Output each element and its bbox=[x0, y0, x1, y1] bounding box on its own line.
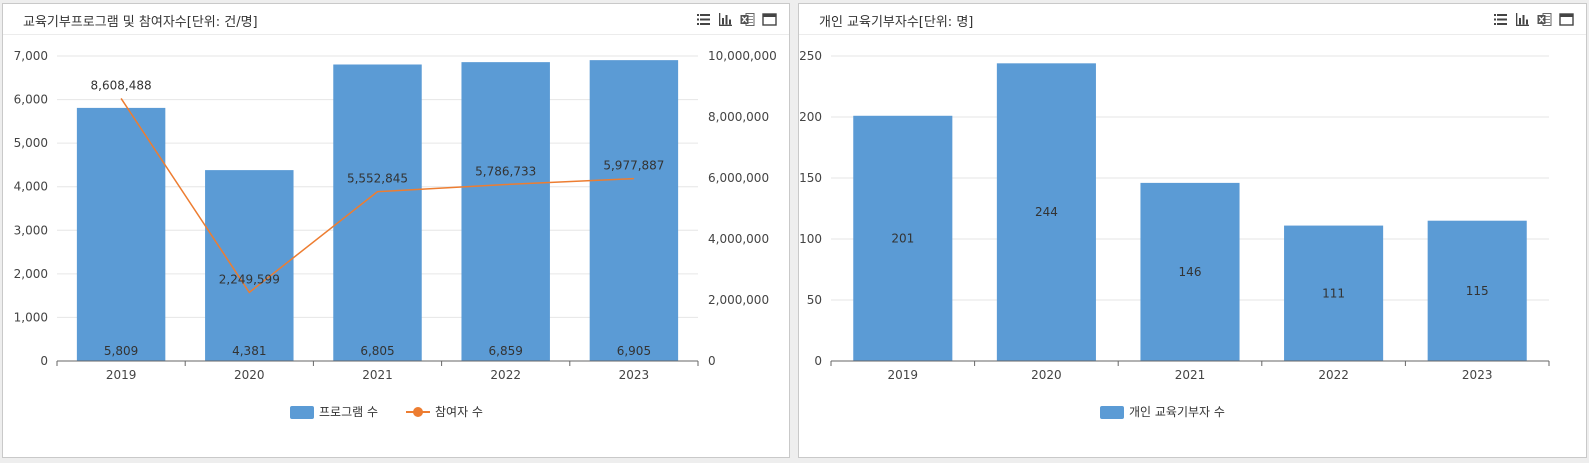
individual-donors-panel: 개인 교육기부자수[단위: 명] 0 50 100 150 200 2 bbox=[798, 3, 1587, 458]
y-left-tick-label: 100 bbox=[799, 232, 822, 246]
y-right-tick-label: 8,000,000 bbox=[708, 110, 769, 124]
y-left-tick-label: 250 bbox=[799, 49, 822, 63]
bar bbox=[853, 115, 953, 361]
y-left-tick-label: 6,000 bbox=[14, 93, 48, 107]
bar bbox=[1284, 225, 1384, 361]
panel-toolbar bbox=[696, 12, 777, 27]
combo-chart: 0 1,000 2,000 3,000 4,000 5,000 6,000 7,000 0 2,0… bbox=[14, 49, 777, 419]
bar bbox=[589, 60, 679, 362]
x-tick-label: 2023 bbox=[619, 368, 650, 382]
y-left-tick-label: 7,000 bbox=[14, 49, 48, 63]
line-data-label: 5,977,887 bbox=[603, 159, 664, 173]
legend-label: 참여자 수 bbox=[435, 405, 483, 419]
legend-marker bbox=[413, 407, 423, 417]
bar-chart-icon[interactable] bbox=[1515, 12, 1530, 27]
bar bbox=[1427, 220, 1527, 361]
y-left-tick-label: 150 bbox=[799, 171, 822, 185]
x-tick-label: 2020 bbox=[1031, 368, 1062, 382]
window-icon[interactable] bbox=[762, 12, 777, 27]
y-left-tick-label: 0 bbox=[40, 354, 48, 368]
y-right-tick-label: 2,000,000 bbox=[708, 293, 769, 307]
y-left-tick-label: 3,000 bbox=[14, 223, 48, 237]
panel-title: 개인 교육기부자수[단위: 명] bbox=[819, 15, 974, 30]
y-right-tick-label: 6,000,000 bbox=[708, 171, 769, 185]
y-left-tick-label: 1,000 bbox=[14, 310, 48, 324]
line-data-label: 8,608,488 bbox=[91, 78, 152, 92]
bar bbox=[461, 62, 550, 362]
bar bbox=[76, 107, 166, 361]
bar-data-label: 5,809 bbox=[104, 344, 138, 358]
bar-data-label: 146 bbox=[1179, 265, 1202, 279]
excel-icon[interactable] bbox=[740, 12, 755, 27]
bar-data-label: 201 bbox=[891, 231, 914, 245]
program-participants-panel: 교육기부프로그램 및 참여자수[단위: 건/명] 0 1,00 bbox=[2, 3, 790, 458]
bar-data-label: 6,805 bbox=[360, 344, 394, 358]
y-left-tick-label: 50 bbox=[807, 293, 822, 307]
bar-data-label: 244 bbox=[1035, 205, 1058, 219]
line-data-label: 5,786,733 bbox=[475, 165, 536, 179]
y-left-tick-label: 5,000 bbox=[14, 136, 48, 150]
bar-data-label: 115 bbox=[1466, 284, 1489, 298]
legend-label: 프로그램 수 bbox=[319, 405, 378, 419]
excel-icon[interactable] bbox=[1537, 12, 1552, 27]
x-tick-label: 2019 bbox=[888, 368, 919, 382]
legend-swatch bbox=[1100, 406, 1124, 419]
panel-header: 개인 교육기부자수[단위: 명] bbox=[799, 4, 1586, 35]
x-tick-label: 2020 bbox=[234, 368, 265, 382]
bar bbox=[205, 170, 294, 361]
y-right-tick-label: 0 bbox=[708, 354, 716, 368]
bar bbox=[1140, 182, 1240, 361]
legend-label: 개인 교육기부자 수 bbox=[1129, 405, 1225, 419]
y-left-tick-label: 0 bbox=[814, 354, 822, 368]
bar-chart-icon[interactable] bbox=[718, 12, 733, 27]
y-left-tick-label: 2,000 bbox=[14, 267, 48, 281]
bar bbox=[996, 63, 1096, 361]
y-left-tick-label: 200 bbox=[799, 110, 822, 124]
line-data-label: 5,552,845 bbox=[347, 172, 408, 186]
list-icon[interactable] bbox=[1493, 12, 1508, 27]
y-left-tick-label: 4,000 bbox=[14, 180, 48, 194]
panel-toolbar bbox=[1493, 12, 1574, 27]
window-icon[interactable] bbox=[1559, 12, 1574, 27]
bar-data-label: 111 bbox=[1322, 286, 1345, 300]
legend-swatch bbox=[290, 406, 314, 419]
panel-header: 교육기부프로그램 및 참여자수[단위: 건/명] bbox=[3, 4, 789, 35]
x-tick-label: 2022 bbox=[490, 368, 521, 382]
x-tick-label: 2021 bbox=[362, 368, 393, 382]
bar-data-label: 6,905 bbox=[617, 344, 651, 358]
list-icon[interactable] bbox=[696, 12, 711, 27]
bar bbox=[333, 64, 422, 361]
x-tick-label: 2023 bbox=[1462, 368, 1493, 382]
bar-chart: 0 50 100 150 200 250 201 244 146 111 115 2019 2020 20… bbox=[799, 49, 1550, 419]
bar-data-label: 4,381 bbox=[232, 344, 266, 358]
y-right-tick-label: 10,000,000 bbox=[708, 49, 777, 63]
bar-data-label: 6,859 bbox=[489, 344, 523, 358]
y-right-tick-label: 4,000,000 bbox=[708, 232, 769, 246]
x-tick-label: 2019 bbox=[106, 368, 137, 382]
line-data-label: 2,249,599 bbox=[219, 272, 280, 286]
x-tick-label: 2022 bbox=[1318, 368, 1349, 382]
panel-title: 교육기부프로그램 및 참여자수[단위: 건/명] bbox=[23, 15, 258, 30]
line-series bbox=[120, 98, 634, 294]
x-tick-label: 2021 bbox=[1175, 368, 1206, 382]
